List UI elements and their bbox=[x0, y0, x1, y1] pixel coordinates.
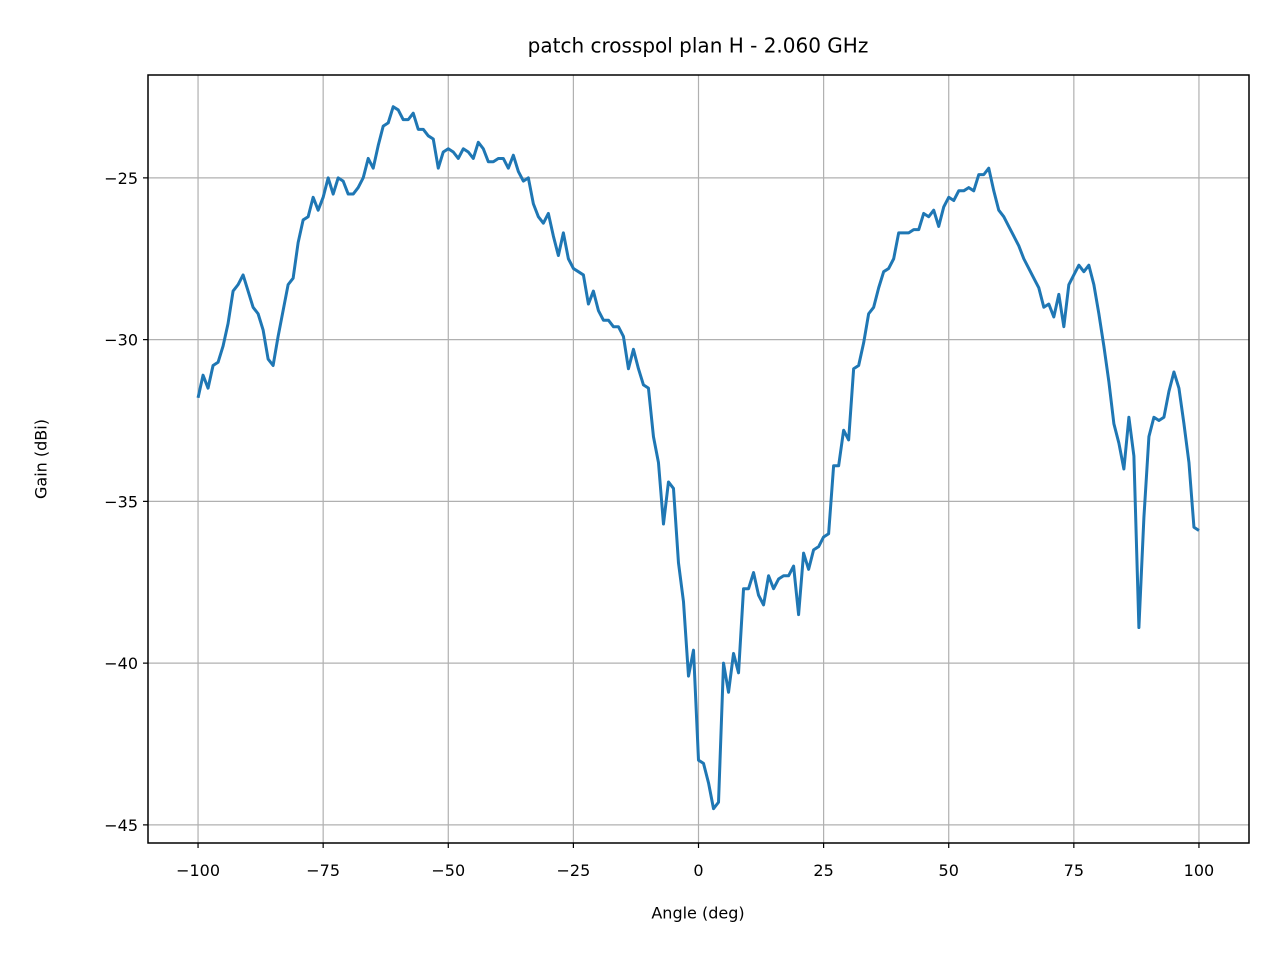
x-tick-label: −75 bbox=[306, 861, 340, 880]
axes-frame bbox=[147, 74, 1250, 844]
y-axis-label: Gain (dBi) bbox=[32, 419, 51, 499]
data-line bbox=[196, 105, 1200, 811]
x-tick-label: 50 bbox=[939, 861, 959, 880]
x-tick-label: 75 bbox=[1064, 861, 1084, 880]
x-tick-label: 100 bbox=[1184, 861, 1215, 880]
x-tick-label: 25 bbox=[813, 861, 833, 880]
x-tick-label: −50 bbox=[431, 861, 465, 880]
y-tick-label: −30 bbox=[104, 331, 138, 350]
x-axis-label: Angle (deg) bbox=[651, 904, 744, 923]
x-tick-label: −100 bbox=[176, 861, 220, 880]
chart-title: patch crosspol plan H - 2.060 GHz bbox=[528, 34, 869, 58]
y-tick-label: −45 bbox=[104, 816, 138, 835]
x-tick-label: −25 bbox=[557, 861, 591, 880]
y-tick-label: −35 bbox=[104, 492, 138, 511]
y-tick-label: −40 bbox=[104, 654, 138, 673]
y-tick-label: −25 bbox=[104, 169, 138, 188]
x-tick-label: 0 bbox=[693, 861, 703, 880]
